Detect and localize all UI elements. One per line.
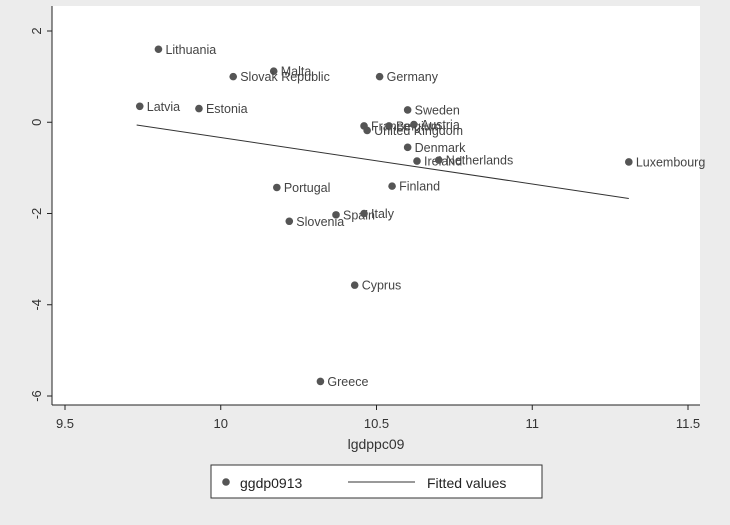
point-label: Ireland (424, 155, 462, 169)
point-label: Denmark (415, 141, 466, 155)
data-point-greece (316, 377, 325, 386)
data-point-italy (360, 209, 368, 218)
legend-marker-points (222, 478, 230, 486)
point-label: Luxembourg (636, 155, 706, 169)
point-label: Cyprus (362, 279, 402, 293)
legend-label-points: ggdp0913 (240, 475, 303, 491)
fitted-values-line (136, 124, 629, 199)
point-label: United Kingdom (374, 124, 463, 138)
point-label: Slovak Republic (240, 70, 330, 84)
point-label: Austria (421, 118, 460, 132)
point-label: Germany (387, 70, 439, 84)
point-label: Latvia (147, 100, 180, 114)
legend-label-line: Fitted values (427, 475, 506, 491)
data-point-cyprus (350, 281, 359, 289)
data-point-malta (269, 67, 278, 75)
data-point-germany (375, 72, 384, 81)
data-point-austria (410, 120, 418, 129)
data-point-slovak-republic (229, 72, 238, 81)
x-tick-label: 9.5 (56, 416, 74, 431)
data-point-portugal (273, 183, 281, 192)
legend: ggdp0913 Fitted values (210, 464, 543, 499)
y-axis-ticks: 2 0 -2 -4 -6 (29, 27, 52, 402)
y-tick-label: -6 (29, 390, 44, 402)
y-tick-label: -2 (29, 208, 44, 220)
x-axis-ticks: 9.5 10 10.5 11 11.5 (56, 405, 700, 431)
point-label: Slovenia (296, 215, 344, 229)
data-point-latvia (135, 102, 144, 111)
y-tick-label: 2 (29, 27, 44, 34)
point-label: Sweden (415, 103, 460, 117)
data-point-united-kingdom (363, 126, 371, 135)
y-tick-label: -4 (29, 299, 44, 311)
point-label: Estonia (206, 102, 248, 116)
x-axis-title: lgdppc09 (348, 436, 405, 452)
x-tick-label: 11 (526, 416, 540, 431)
point-label: Italy (371, 207, 395, 221)
point-label: Malta (281, 65, 312, 79)
data-point-sweden (403, 106, 412, 114)
data-point-slovenia (285, 217, 294, 226)
point-label: Greece (327, 375, 368, 389)
data-point-ireland (413, 157, 421, 165)
point-label: Lithuania (165, 43, 216, 57)
point-label: Finland (399, 180, 440, 194)
data-point-estonia (195, 104, 203, 113)
point-label: Belgium (396, 119, 441, 133)
y-tick-label: 0 (29, 119, 44, 126)
x-tick-label: 10 (214, 416, 228, 431)
x-tick-label: 10.5 (364, 416, 389, 431)
point-label: Portugal (284, 181, 331, 195)
x-tick-label: 11.5 (676, 416, 700, 431)
fitted-line-layer (136, 124, 629, 199)
data-point-luxembourg (625, 158, 633, 166)
data-point-finland (388, 182, 396, 190)
data-point-lithuania (154, 45, 163, 54)
data-point-belgium (385, 122, 393, 130)
data-point-denmark (403, 143, 412, 152)
data-point-netherlands (435, 156, 443, 164)
data-point-spain (332, 211, 340, 219)
point-label: Netherlands (446, 154, 513, 168)
plot-area (52, 6, 700, 405)
